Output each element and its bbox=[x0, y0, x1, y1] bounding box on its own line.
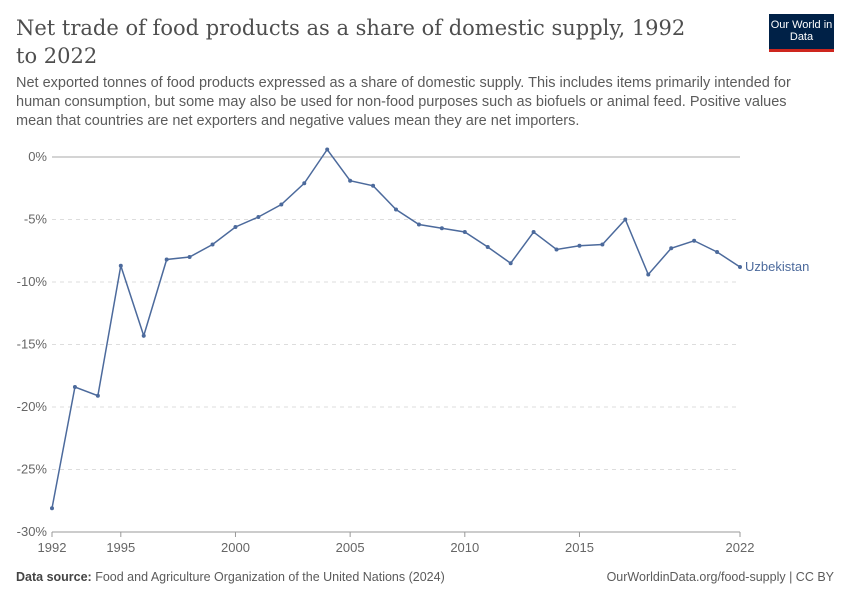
data-point bbox=[692, 238, 697, 243]
data-point bbox=[485, 245, 490, 249]
chart-title: Net trade of food products as a share of… bbox=[16, 16, 686, 68]
data-point bbox=[95, 393, 100, 398]
footer-link[interactable]: OurWorldinData.org/food-supply | CC BY bbox=[606, 570, 834, 584]
x-tick-label: 2015 bbox=[565, 540, 594, 555]
series-line bbox=[51, 148, 741, 509]
data-point bbox=[416, 222, 421, 227]
data-point bbox=[325, 147, 330, 152]
data-point bbox=[210, 242, 215, 247]
source-label: Data source: bbox=[16, 570, 92, 584]
data-point bbox=[279, 202, 284, 207]
data-point bbox=[187, 255, 192, 259]
data-point bbox=[738, 265, 742, 269]
data-point bbox=[50, 506, 54, 511]
x-tick-label: 1992 bbox=[38, 540, 67, 555]
y-tick-label: -10% bbox=[17, 274, 48, 289]
data-point bbox=[554, 247, 559, 252]
x-tick-label: 2010 bbox=[450, 540, 479, 555]
data-point bbox=[508, 261, 513, 266]
y-tick-label: -25% bbox=[17, 462, 48, 477]
data-point bbox=[164, 257, 169, 262]
data-point bbox=[646, 272, 651, 277]
y-tick-label: -15% bbox=[17, 337, 48, 352]
chart-subtitle: Net exported tonnes of food products exp… bbox=[16, 75, 791, 129]
x-tick-label: 2000 bbox=[221, 540, 250, 555]
data-point bbox=[715, 250, 720, 254]
data-point bbox=[623, 217, 628, 222]
data-point bbox=[233, 225, 238, 229]
source-text[interactable]: Food and Agriculture Organization of the… bbox=[95, 570, 445, 584]
x-tick-label: 2022 bbox=[726, 540, 755, 555]
owid-logo[interactable]: Our World in Data bbox=[769, 14, 834, 52]
data-point bbox=[302, 181, 307, 186]
data-point bbox=[669, 246, 674, 251]
data-point bbox=[118, 263, 123, 268]
x-tick-label: 1995 bbox=[106, 540, 135, 555]
data-point bbox=[531, 230, 536, 234]
data-source: Data source: Food and Agriculture Organi… bbox=[16, 570, 445, 584]
data-point bbox=[577, 243, 582, 248]
y-tick-label: -5% bbox=[24, 212, 48, 227]
data-point bbox=[600, 242, 605, 247]
y-tick-label: -20% bbox=[17, 399, 48, 414]
series-label: Uzbekistan bbox=[745, 259, 809, 274]
data-point bbox=[348, 178, 353, 183]
data-point bbox=[72, 385, 77, 389]
line-chart: 0% -5% -10% -15% -20% -25% -30%1992 1995 2000 200… bbox=[17, 147, 809, 555]
y-tick-label: 0% bbox=[28, 149, 47, 164]
data-point bbox=[394, 207, 398, 212]
data-point bbox=[439, 226, 444, 231]
data-point bbox=[141, 333, 146, 338]
data-point bbox=[462, 230, 467, 234]
x-tick-label: 2005 bbox=[336, 540, 365, 555]
data-point bbox=[256, 215, 261, 219]
data-point bbox=[371, 183, 376, 188]
y-tick-label: -30% bbox=[17, 524, 48, 539]
